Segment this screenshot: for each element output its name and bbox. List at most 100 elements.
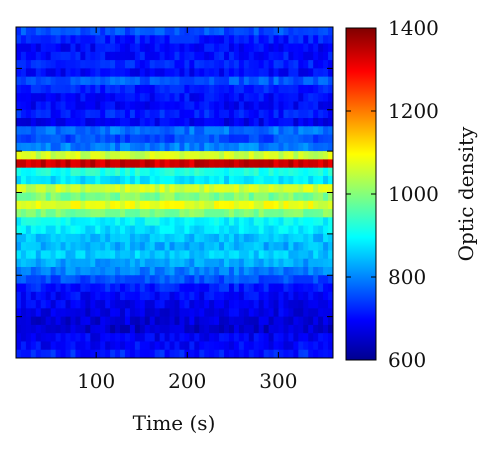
heatmap-cell: [258, 258, 265, 268]
heatmap-cell: [134, 225, 141, 235]
heatmap-cell: [298, 159, 304, 169]
heatmap-cell: [70, 109, 77, 119]
heatmap-cell: [204, 51, 210, 61]
heatmap-cell: [60, 76, 67, 86]
heatmap-cell: [149, 324, 156, 334]
heatmap-cell: [60, 308, 67, 318]
heatmap-cell: [115, 109, 121, 119]
heatmap-cell: [120, 159, 126, 169]
heatmap-cell: [154, 126, 161, 136]
heatmap-cell: [243, 84, 250, 94]
heatmap-cell: [303, 126, 309, 136]
heatmap-cell: [105, 43, 111, 53]
heatmap-cell: [95, 266, 101, 276]
heatmap-cell: [70, 175, 77, 185]
heatmap-cell: [243, 93, 250, 103]
heatmap-cell: [139, 60, 146, 69]
heatmap-cell: [25, 225, 32, 235]
heatmap-cell: [228, 192, 235, 202]
heatmap-cell: [313, 27, 319, 36]
heatmap-cell: [139, 192, 146, 202]
heatmap-cell: [100, 159, 106, 169]
heatmap-cell: [283, 51, 290, 61]
heatmap-cell: [16, 275, 22, 285]
heatmap-cell: [149, 250, 156, 260]
heatmap-cell: [199, 60, 205, 69]
heatmap-cell: [224, 349, 230, 358]
heatmap-cell: [75, 126, 81, 136]
heatmap-cell: [248, 84, 255, 94]
heatmap-cell: [179, 349, 185, 358]
heatmap-cell: [80, 209, 86, 218]
heatmap-cell: [308, 275, 314, 285]
heatmap-cell: [105, 275, 111, 285]
heatmap-cell: [328, 60, 333, 69]
heatmap-cell: [253, 93, 260, 103]
heatmap-cell: [75, 324, 81, 334]
heatmap-cell: [323, 175, 329, 185]
heatmap-cell: [129, 35, 136, 45]
heatmap-cell: [318, 60, 324, 69]
heatmap-cell: [308, 233, 314, 243]
heatmap-cell: [233, 200, 240, 210]
heatmap-cell: [278, 151, 285, 161]
heatmap-cell: [50, 27, 57, 36]
heatmap-cell: [273, 209, 280, 218]
heatmap-cell: [278, 159, 285, 169]
heatmap-cell: [263, 60, 270, 69]
heatmap-cell: [124, 27, 131, 36]
heatmap-cell: [169, 200, 176, 210]
heatmap-cell: [303, 225, 309, 235]
heatmap-cell: [278, 217, 285, 227]
heatmap-cell: [268, 134, 275, 144]
heatmap-cell: [323, 60, 329, 69]
heatmap-cell: [303, 283, 309, 293]
heatmap-cell: [243, 242, 250, 252]
heatmap-cell: [95, 275, 101, 285]
heatmap-cell: [120, 349, 126, 358]
heatmap-cell: [233, 35, 240, 45]
heatmap-cell: [25, 349, 32, 358]
heatmap-cell: [189, 200, 195, 210]
heatmap-cell: [35, 308, 42, 318]
heatmap-cell: [40, 142, 47, 152]
heatmap-cell: [70, 51, 77, 61]
heatmap-cell: [303, 233, 309, 243]
heatmap-cell: [283, 291, 290, 301]
heatmap-cell: [308, 217, 314, 227]
heatmap-cell: [199, 275, 205, 285]
y-axis: [16, 67, 333, 318]
heatmap-cell: [219, 316, 225, 326]
heatmap-cell: [70, 200, 77, 210]
heatmap-cell: [209, 233, 215, 243]
heatmap-cell: [50, 349, 57, 358]
heatmap-cell: [308, 341, 314, 351]
heatmap-cell: [35, 316, 42, 326]
heatmap-cell: [90, 93, 96, 103]
heatmap-cell: [224, 68, 230, 78]
heatmap-cell: [313, 291, 319, 301]
heatmap-cell: [85, 76, 91, 86]
heatmap-cell: [273, 341, 280, 351]
heatmap-cell: [149, 134, 156, 144]
heatmap-cell: [129, 283, 136, 293]
heatmap-cell: [55, 126, 62, 136]
heatmap-cell: [209, 341, 215, 351]
heatmap-cell: [65, 341, 72, 351]
heatmap-cell: [30, 225, 37, 235]
heatmap-cell: [214, 84, 220, 94]
heatmap-cell: [174, 300, 181, 309]
heatmap-cell: [80, 333, 86, 343]
heatmap-cell: [95, 209, 101, 218]
heatmap-cell: [45, 142, 52, 152]
heatmap-cell: [248, 184, 255, 194]
heatmap-cell: [50, 126, 57, 136]
heatmap-cell: [248, 159, 255, 169]
heatmap-cell: [105, 109, 111, 119]
heatmap-cell: [25, 27, 32, 36]
heatmap-cell: [233, 76, 240, 86]
heatmap-cell: [318, 27, 324, 36]
heatmap-cell: [318, 84, 324, 94]
heatmap-cell: [169, 308, 176, 318]
heatmap-cell: [209, 134, 215, 144]
